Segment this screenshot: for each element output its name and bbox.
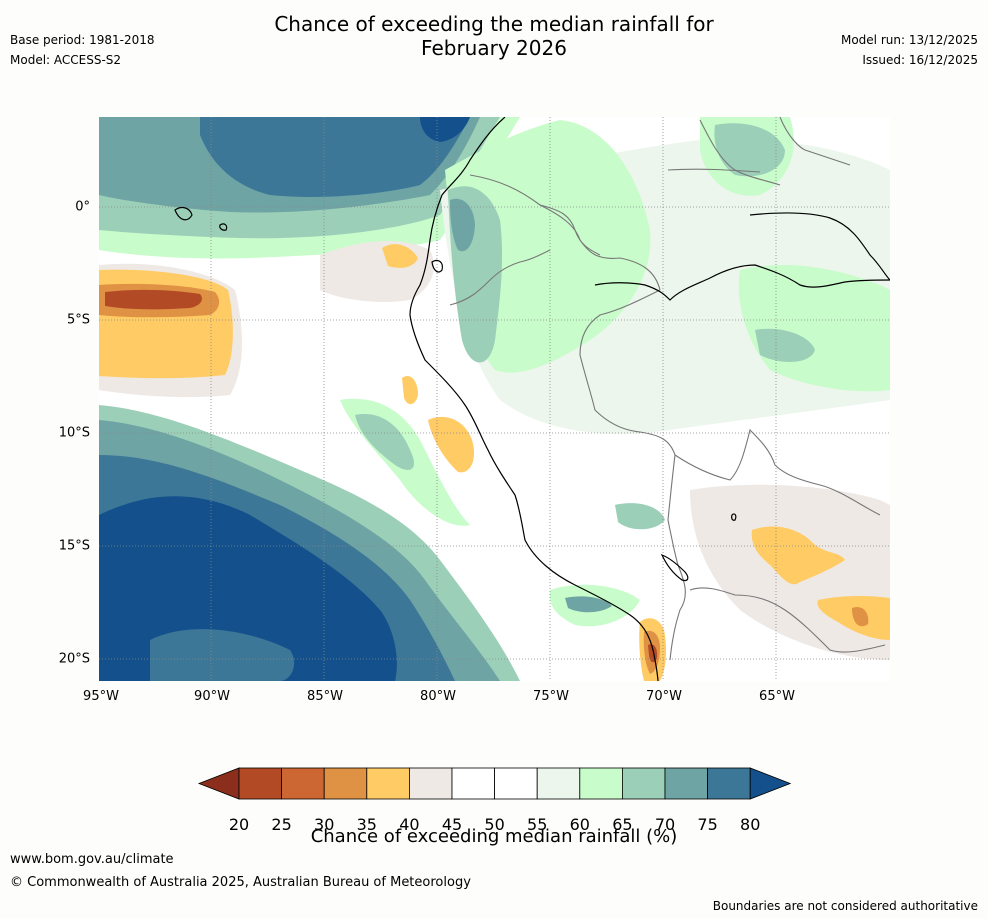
colorbar-label: 20 bbox=[228, 815, 250, 834]
colorbar-box bbox=[281, 767, 325, 800]
footer-copyright: © Commonwealth of Australia 2025, Austra… bbox=[10, 875, 471, 890]
colorbar-label: 80 bbox=[740, 815, 761, 834]
lat-label-20s: 20°S bbox=[58, 651, 90, 667]
lon-label-90w: 90°W bbox=[194, 689, 230, 704]
east-mint-1 bbox=[755, 328, 815, 362]
mid-mint-blob bbox=[615, 503, 665, 530]
footer-disclaimer: Boundaries are not considered authoritat… bbox=[712, 899, 978, 913]
colorbar-label: 30 bbox=[314, 815, 335, 834]
chart-title: Chance of exceeding the median rainfall … bbox=[0, 12, 988, 60]
bolivia-yellow-1 bbox=[751, 526, 845, 585]
colorbar-label: 65 bbox=[612, 815, 633, 834]
sw-blue-patch bbox=[150, 629, 295, 681]
colorbar bbox=[197, 767, 792, 800]
north-band-darkblue bbox=[420, 117, 470, 142]
lon-label-85w: 85°W bbox=[307, 689, 343, 704]
lat-label-15s: 15°S bbox=[58, 538, 90, 554]
ne-mint bbox=[714, 123, 785, 177]
colorbar-label: 40 bbox=[399, 815, 420, 834]
colorbar-label: 35 bbox=[356, 815, 377, 834]
colorbar-box bbox=[451, 767, 495, 800]
colorbar-label: 25 bbox=[271, 815, 292, 834]
colorbar-box bbox=[366, 767, 410, 800]
map-field bbox=[99, 117, 890, 681]
colorbar-box bbox=[707, 767, 751, 800]
coast-yellow-1 bbox=[382, 244, 418, 268]
lat-label-10s: 10°S bbox=[58, 425, 90, 441]
coast-mint-strip bbox=[355, 414, 415, 470]
lat-label-0: 0° bbox=[75, 199, 90, 215]
peru-grey-area bbox=[320, 240, 434, 302]
coast-yellow-3 bbox=[402, 375, 418, 405]
colorbar-box bbox=[238, 767, 282, 800]
colorbar-label: 60 bbox=[569, 815, 590, 834]
lon-label-65w: 65°W bbox=[759, 689, 795, 704]
colorbar-box bbox=[579, 767, 623, 800]
bolivia-orange bbox=[852, 606, 869, 627]
base-period: Base period: 1981-2018 bbox=[10, 33, 155, 47]
coastline bbox=[174, 117, 890, 681]
colorbar-label: 45 bbox=[441, 815, 463, 834]
north-band-blue bbox=[200, 117, 470, 197]
model-name: Model: ACCESS-S2 bbox=[10, 53, 122, 67]
lon-label-75w: 75°W bbox=[533, 689, 569, 704]
graticule bbox=[99, 117, 890, 681]
colorbar-label: 55 bbox=[527, 815, 548, 834]
land-teal bbox=[450, 198, 475, 252]
issued-date: Issued: 16/12/2025 bbox=[862, 53, 978, 67]
colorbar-arrow-low bbox=[197, 767, 240, 800]
colorbar-box bbox=[536, 767, 581, 800]
footer-url[interactable]: www.bom.gov.au/climate bbox=[10, 852, 174, 867]
model-run: Model run: 13/12/2025 bbox=[840, 33, 978, 47]
colorbar-box bbox=[664, 767, 708, 800]
coast-yellow-2 bbox=[428, 416, 475, 473]
colorbar-box bbox=[408, 767, 453, 800]
meta-right: Model run: 13/12/2025 Issued: 16/12/2025 bbox=[841, 30, 978, 70]
south-teal-blob bbox=[565, 596, 612, 613]
country-borders bbox=[449, 117, 886, 661]
colorbar-label: 50 bbox=[484, 815, 505, 834]
colorbar-title: Chance of exceeding median rainfall (%) bbox=[310, 826, 678, 847]
title-line-1: Chance of exceeding the median rainfall … bbox=[274, 12, 714, 36]
west-brown bbox=[105, 289, 202, 310]
colorbar-arrow-high bbox=[749, 767, 792, 800]
meta-left: Base period: 1981-2018 Model: ACCESS-S2 bbox=[10, 30, 155, 70]
colorbar-box bbox=[323, 767, 368, 800]
colorbar-label: 75 bbox=[697, 815, 718, 834]
colorbar-box bbox=[494, 767, 538, 800]
colorbar-label: 70 bbox=[654, 815, 676, 834]
colorbar-box bbox=[622, 767, 666, 800]
lon-label-70w: 70°W bbox=[646, 689, 682, 704]
lon-label-80w: 80°W bbox=[420, 689, 456, 704]
lat-label-5s: 5°S bbox=[66, 312, 90, 328]
title-line-2: February 2026 bbox=[421, 36, 567, 60]
lon-label-95w: 95°W bbox=[83, 689, 119, 704]
